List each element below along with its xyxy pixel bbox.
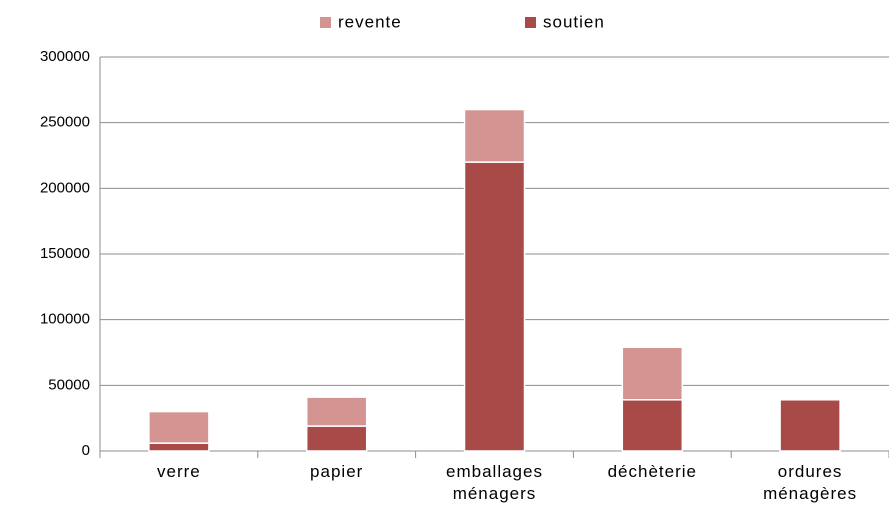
x-tick-label: emballages ménagers (446, 462, 543, 503)
bar-segment (463, 161, 526, 452)
x-tick-label: verre (157, 462, 201, 481)
y-tick-label: 0 (82, 442, 90, 459)
bar-segment (148, 410, 210, 444)
bar-segment (779, 399, 841, 452)
x-tick-label: papier (310, 462, 364, 481)
legend-label: soutien (543, 12, 605, 31)
bar-segment (305, 396, 368, 427)
y-tick-label: 250000 (40, 114, 90, 131)
bar-segment (463, 108, 526, 163)
legend-swatch (525, 17, 536, 28)
bar-segment (621, 399, 684, 452)
bar-segment (148, 442, 210, 452)
y-tick-label: 50000 (48, 376, 90, 393)
x-tick-label: déchèterie (607, 462, 697, 481)
y-tick-label: 150000 (40, 245, 90, 262)
bar-segment (305, 425, 368, 452)
x-tick-label: ordures ménagères (763, 462, 858, 503)
legend-swatch (320, 17, 331, 28)
y-tick-label: 200000 (40, 179, 90, 196)
y-tick-label: 100000 (40, 311, 90, 328)
legend-label: revente (338, 12, 402, 31)
y-tick-label: 300000 (40, 48, 90, 65)
bar-segment (621, 346, 684, 401)
